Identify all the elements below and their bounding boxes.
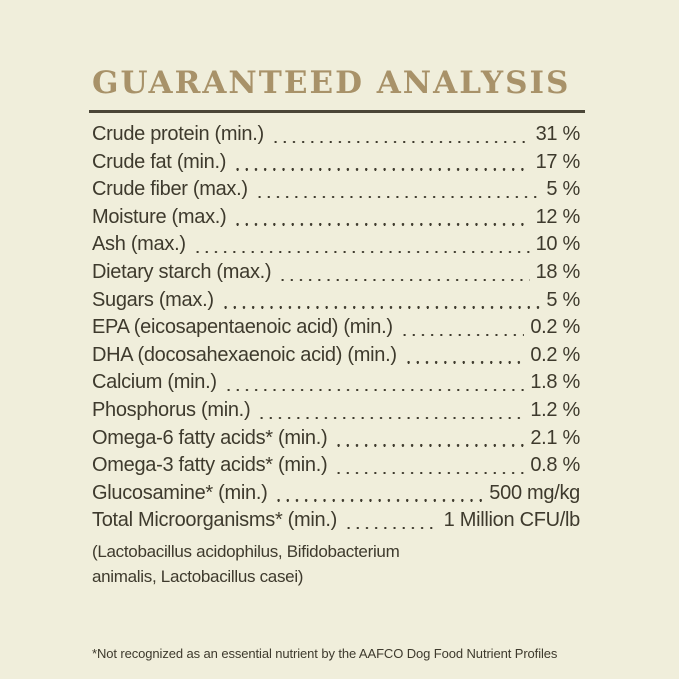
nutrient-row: Calcium (min.) 1.8 % [92,369,580,397]
guaranteed-analysis-label: GUARANTEED ANALYSIS Crude protein (min.)… [89,65,585,661]
nutrient-value: 0.2 % [530,316,580,339]
nutrient-row: Crude fat (min.) 17 % [92,149,580,177]
dot-leader [226,204,535,232]
nutrient-row: Dietary starch (max.) 18 % [92,259,580,287]
nutrient-table: Crude protein (min.) 31 % Crude fat (min… [92,121,580,535]
nutrient-value: 18 % [535,260,581,283]
nutrient-value: 31 % [535,123,581,145]
dot-leader [250,397,530,425]
aafco-footnote: *Not recognized as an essential nutrient… [92,646,558,661]
nutrient-row: Crude fiber (max.) 5 % [92,176,580,204]
nutrient-name: Phosphorus (min.) [92,398,251,421]
nutrient-name: Ash (max.) [92,233,186,256]
dot-leader [217,369,531,397]
nutrient-name: Crude protein (min.) [92,123,264,145]
nutrient-value: 1.8 % [530,371,580,394]
microorganism-species-note: (Lactobacillus acidophilus, Bifidobacter… [92,541,400,586]
nutrient-name: DHA (docosahexaenoic acid) (min.) [92,343,397,366]
nutrient-name: Sugars (max.) [92,288,214,311]
dot-leader [248,176,547,204]
nutrient-row: Omega-3 fatty acids* (min.) 0.8 % [92,452,580,480]
dot-leader [264,121,536,149]
dot-leader [214,287,547,315]
nutrient-value: 5 % [546,288,580,311]
title-divider [89,110,585,113]
nutrient-value: 17 % [535,150,581,173]
dot-leader [337,507,444,535]
dot-leader [327,452,530,480]
nutrient-value: 0.2 % [530,343,580,366]
dot-leader [393,314,531,342]
nutrient-name: Calcium (min.) [92,371,217,394]
nutrient-row: Omega-6 fatty acids* (min.) 2.1 % [92,425,580,453]
nutrient-row: Total Microorganisms* (min.) 1 Million C… [92,507,580,535]
dot-leader [327,425,530,453]
dot-leader [186,231,536,259]
nutrient-value: 1 Million CFU/lb [443,509,581,532]
nutrient-row: Glucosamine* (min.) 500 mg/kg [92,480,580,508]
nutrient-name: Crude fiber (max.) [92,178,248,201]
nutrient-name: Crude fat (min.) [92,150,227,173]
nutrient-value: 500 mg/kg [489,481,580,504]
nutrient-row: Phosphorus (min.) 1.2 % [92,397,580,425]
dot-leader [271,259,535,287]
nutrient-row: Sugars (max.) 5 % [92,287,580,315]
nutrient-name: Omega-3 fatty acids* (min.) [92,454,328,477]
nutrient-row: Crude protein (min.) 31 % [92,121,580,149]
nutrient-value: 10 % [535,233,581,256]
nutrient-value: 5 % [546,178,580,201]
section-title: GUARANTEED ANALYSIS [92,65,571,101]
nutrient-name: Glucosamine* (min.) [92,481,268,504]
nutrient-row: EPA (eicosapentaenoic acid) (min.) 0.2 % [92,314,580,342]
nutrient-name: EPA (eicosapentaenoic acid) (min.) [92,316,393,339]
nutrient-name: Total Microorganisms* (min.) [92,509,337,532]
nutrient-value: 2.1 % [530,426,580,449]
nutrient-name: Omega-6 fatty acids* (min.) [92,426,328,449]
nutrient-value: 1.2 % [530,398,580,421]
dot-leader [226,149,535,177]
dot-leader [397,342,531,370]
nutrient-row: DHA (docosahexaenoic acid) (min.) 0.2 % [92,342,580,370]
nutrient-name: Moisture (max.) [92,205,227,228]
nutrient-row: Moisture (max.) 12 % [92,204,580,232]
nutrient-value: 12 % [535,205,581,228]
nutrient-value: 0.8 % [530,454,580,477]
nutrient-name: Dietary starch (max.) [92,260,272,283]
dot-leader [267,480,489,508]
nutrient-row: Ash (max.) 10 % [92,231,580,259]
